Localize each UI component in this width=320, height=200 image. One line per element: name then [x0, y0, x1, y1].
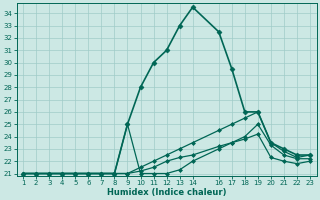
X-axis label: Humidex (Indice chaleur): Humidex (Indice chaleur) — [107, 188, 226, 197]
